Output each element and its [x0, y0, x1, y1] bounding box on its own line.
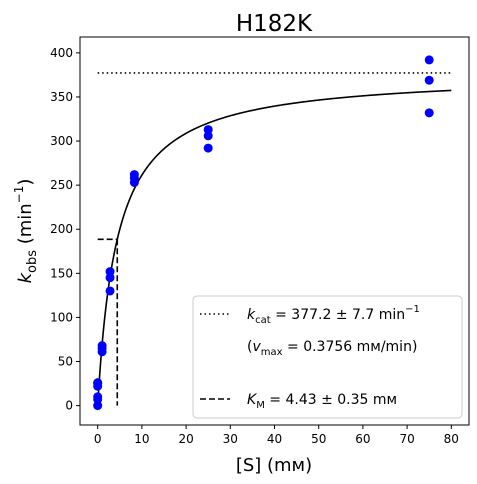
y-axis-label-unit: (min	[15, 203, 36, 250]
x-axis-ticks: 0 10 20 30 40 50 60 70 80	[94, 425, 459, 446]
y-axis-ticks: 0 50 100 150 200 250 300 350 400	[50, 46, 80, 413]
x-axis-label: [S] (mм)	[236, 455, 312, 476]
y-axis-label-subscript: obs	[25, 250, 40, 273]
fit-curve	[96, 89, 452, 406]
data-point	[424, 75, 434, 85]
x-tick-label: 60	[355, 432, 370, 446]
data-point	[105, 273, 115, 283]
y-tick-label: 200	[50, 222, 73, 236]
data-point	[105, 267, 115, 277]
y-axis-label-close: )	[15, 179, 36, 186]
x-tick-label: 10	[134, 432, 149, 446]
data-point	[105, 286, 115, 296]
y-tick-label: 300	[50, 134, 73, 148]
legend-kcat-label: kcat = 377.2 ± 7.7 min−1	[247, 304, 420, 326]
data-point	[203, 131, 213, 141]
data-point	[93, 392, 103, 402]
x-tick-label: 70	[399, 432, 414, 446]
legend: kcat = 377.2 ± 7.7 min−1 (vmax = 0.3756 …	[192, 295, 463, 419]
data-point	[93, 378, 103, 388]
y-tick-label: 0	[65, 399, 73, 413]
y-tick-label: 100	[50, 310, 73, 324]
x-tick-label: 0	[94, 432, 102, 446]
legend-box	[192, 295, 463, 419]
data-point	[97, 341, 107, 351]
x-tick-label: 50	[311, 432, 326, 446]
y-tick-label: 400	[50, 46, 73, 60]
y-tick-label: 150	[50, 266, 73, 280]
chart-title: H182K	[236, 11, 313, 37]
data-point	[424, 108, 434, 118]
data-points	[93, 55, 434, 411]
data-point	[424, 55, 434, 65]
y-axis-label: kobs (min−1)	[12, 179, 40, 284]
x-tick-label: 80	[444, 432, 459, 446]
y-tick-label: 50	[58, 355, 73, 369]
y-tick-label: 250	[50, 178, 73, 192]
y-axis-label-symbol: k	[15, 271, 36, 283]
data-point	[129, 170, 139, 180]
data-point	[203, 125, 213, 135]
x-tick-label: 20	[178, 432, 193, 446]
data-point	[93, 401, 103, 411]
x-tick-label: 30	[223, 432, 238, 446]
data-point	[203, 143, 213, 153]
legend-vmax-label: (vmax = 0.3756 mм/min)	[247, 339, 417, 358]
y-tick-label: 350	[50, 90, 73, 104]
guide-lines	[97, 72, 452, 406]
legend-km-label: KM = 4.43 ± 0.35 mм	[247, 392, 397, 411]
y-axis-label-superscript: −1	[12, 186, 26, 204]
x-tick-label: 40	[267, 432, 282, 446]
